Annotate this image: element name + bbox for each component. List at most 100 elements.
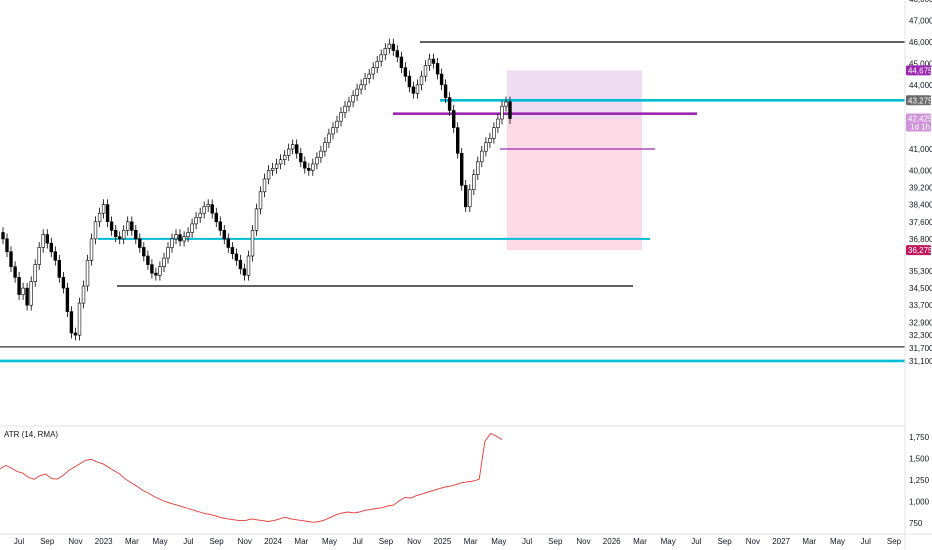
price-badge-target [906, 65, 931, 76]
candle-body [150, 264, 154, 274]
price-badge-resistance [906, 95, 931, 106]
candle-body [138, 238, 142, 248]
main-price-pane[interactable] [507, 70, 642, 251]
price-tick-label: 47,000 [909, 17, 932, 26]
time-tick-label: Mar [294, 537, 308, 546]
time-tick-label: May [491, 537, 506, 546]
candle-body [371, 67, 375, 75]
candle-body [114, 230, 118, 238]
candle-body [101, 204, 106, 214]
candle-body [359, 84, 363, 90]
candle-body [126, 221, 130, 231]
time-tick-label: Sep [548, 537, 563, 546]
candle-body [154, 272, 158, 276]
candle-body [375, 60, 379, 68]
candle-body [403, 67, 408, 77]
candle-body [266, 170, 271, 180]
candle-body [423, 65, 428, 77]
candle-body [508, 101, 512, 119]
candle-body [274, 163, 279, 169]
candle-body [57, 259, 62, 278]
time-tick-label: Nov [407, 537, 421, 546]
candle-body [238, 259, 243, 270]
stop-zone [507, 118, 642, 251]
candle-body [347, 101, 351, 107]
price-tick-label: 37,600 [909, 218, 932, 227]
time-tick-label: Mar [802, 537, 816, 546]
candle-body [1, 232, 5, 240]
time-tick-label: 2023 [95, 537, 113, 546]
price-axis-ticks[interactable]: 48,000 47,000 46,000 45,000 44,000 41,000 40,0… [909, 0, 932, 366]
price-badge-value: 42,425 [908, 115, 932, 124]
price-badge-note: 1d 1h [910, 123, 930, 132]
candle-body [331, 127, 335, 135]
time-tick-label: Jul [14, 537, 24, 546]
candle-body [431, 58, 436, 64]
candle-body [89, 238, 94, 261]
candle-body [339, 112, 343, 122]
candle-body [29, 281, 33, 306]
atr-indicator-title[interactable]: ATR (14, RMA) [4, 430, 58, 439]
time-tick-label: May [830, 537, 845, 546]
time-tick-label: Jul [691, 537, 701, 546]
candle-body [69, 311, 74, 334]
price-tick-label: 31,100 [909, 357, 932, 366]
candle-body [299, 153, 303, 163]
time-tick-label: 2024 [264, 537, 282, 546]
atr-axis-ticks[interactable]: 1,750 1,500 1,250 1,000 750 [909, 433, 930, 528]
candle-body [391, 43, 395, 51]
price-tick-label: 31,700 [909, 344, 932, 353]
candle-body [118, 236, 122, 240]
price-tick-label: 32,900 [909, 318, 932, 327]
candle-body [387, 43, 391, 49]
candle-body [17, 277, 21, 295]
time-tick-label: Sep [887, 537, 902, 546]
candle-body [134, 230, 138, 240]
time-tick-label: Sep [209, 537, 224, 546]
candle-body [158, 266, 162, 276]
atr-line-series [0, 433, 503, 523]
atr-tick-label: 1,500 [909, 455, 930, 464]
time-tick-label: 2027 [772, 537, 790, 546]
candle-body [315, 157, 319, 165]
candle-body [21, 287, 25, 295]
time-tick-label: Sep [717, 537, 732, 546]
price-tick-label: 39,200 [909, 184, 932, 193]
candle-body [250, 230, 255, 257]
time-axis-ticks[interactable]: Jul Sep Nov 2023 Mar May Jul Sep Nov 2024 Mar May Ju… [14, 537, 902, 546]
candle-body [419, 75, 424, 86]
candle-body [455, 127, 460, 154]
candle-body [37, 247, 41, 265]
candle-body [311, 163, 315, 171]
time-tick-label: Mar [464, 537, 478, 546]
candle-body [33, 264, 37, 283]
candle-body [395, 50, 399, 58]
candle-body [480, 150, 484, 163]
candle-body [270, 168, 275, 171]
horizontal-levels[interactable] [0, 41, 905, 363]
price-badge-value: 43,275 [908, 96, 932, 105]
candle-body [415, 84, 420, 94]
candle-body [383, 48, 387, 56]
candle-body [234, 253, 239, 261]
candle-body [459, 153, 464, 186]
candle-body [170, 238, 174, 248]
price-badge-last_price [906, 113, 931, 132]
candle-body [53, 251, 58, 261]
time-tick-label: Nov [576, 537, 590, 546]
price-tick-label: 44,000 [909, 81, 932, 90]
candle-body [202, 206, 206, 214]
time-tick-label: May [322, 537, 337, 546]
atr-tick-label: 1,000 [909, 498, 930, 507]
candle-body [327, 133, 331, 143]
candle-body [178, 234, 182, 242]
candle-body [379, 54, 383, 62]
time-tick-label: Sep [40, 537, 55, 546]
price-tick-label: 32,300 [909, 331, 932, 340]
candle-body [206, 204, 210, 208]
time-tick-label: 2026 [603, 537, 621, 546]
candle-body [492, 127, 496, 139]
candle-body [427, 58, 432, 66]
